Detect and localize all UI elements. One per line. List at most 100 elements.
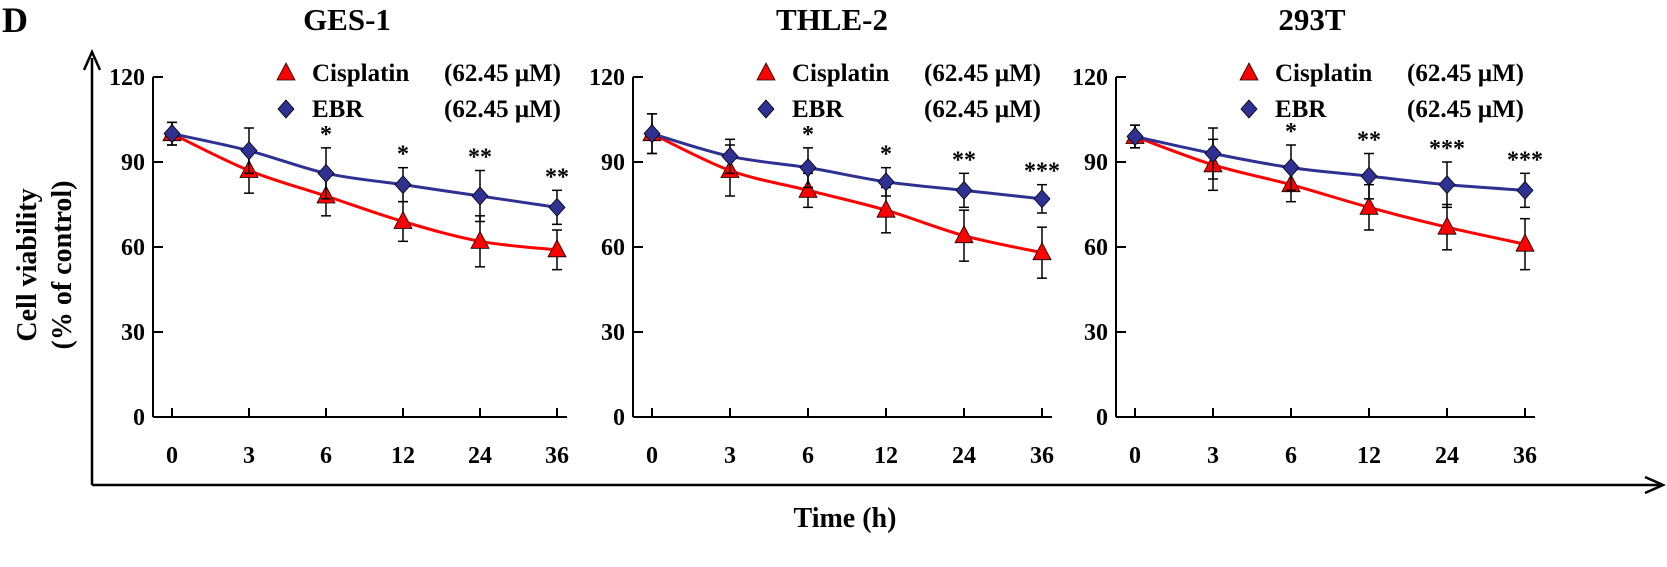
data-point-diamond	[1204, 143, 1222, 164]
series-line	[171, 132, 558, 252]
y-tick-label: 60	[121, 235, 145, 261]
data-point-diamond	[799, 158, 817, 178]
y-tick-label: 120	[109, 65, 145, 91]
outer-y-axis-arrow	[82, 48, 102, 71]
data-point-diamond	[317, 163, 335, 183]
y-axis-label-line2: (% of control)	[47, 181, 78, 350]
legend-marker-triangle	[276, 62, 296, 81]
data-point-diamond	[1516, 180, 1534, 200]
y-tick-label: 60	[601, 235, 625, 261]
x-axis-label: Time (h)	[794, 503, 897, 534]
data-point-diamond	[1033, 189, 1051, 209]
significance-marker: *	[397, 142, 409, 168]
legend-marker-diamond	[1240, 99, 1258, 119]
series-ebr	[1126, 124, 1534, 209]
data-point-diamond	[240, 141, 258, 161]
panel-title: THLE-2	[776, 2, 888, 37]
legend-dose: (62.45 μM)	[444, 96, 561, 123]
data-point-diamond	[394, 175, 412, 195]
significance-marker: ***	[1024, 159, 1060, 185]
panel-title: GES-1	[303, 2, 391, 37]
significance-marker: **	[545, 164, 569, 190]
x-tick-label: 6	[320, 443, 332, 469]
x-tick-label: 36	[1030, 443, 1054, 469]
x-tick-label: 24	[1435, 443, 1459, 469]
series-ebr	[643, 113, 1051, 214]
significance-marker: **	[1357, 128, 1381, 154]
x-tick-label: 36	[1513, 443, 1537, 469]
series-ebr	[163, 121, 566, 226]
legend-marker-triangle	[1239, 62, 1259, 81]
legend-label: Cisplatin	[1275, 60, 1372, 87]
x-tick-label: 3	[724, 443, 736, 469]
data-point-triangle	[470, 230, 490, 249]
data-point-diamond	[877, 172, 895, 192]
data-point-triangle	[547, 238, 567, 258]
data-point-diamond	[163, 124, 181, 144]
panel-title: 293T	[1278, 2, 1346, 37]
y-tick-label: 60	[1084, 235, 1108, 261]
significance-marker: *	[1285, 119, 1297, 145]
y-tick-label: 30	[1084, 320, 1108, 346]
legend: Cisplatin (62.45 μM) EBR (62.45 μM)	[756, 60, 1041, 123]
outer-x-axis-arrow	[1644, 475, 1667, 495]
series-line	[1134, 135, 1526, 192]
x-tick-label: 3	[1207, 443, 1219, 469]
x-tick-label: 3	[243, 443, 255, 469]
data-point-triangle	[393, 210, 413, 229]
y-tick-label: 90	[601, 150, 625, 176]
data-point-triangle	[954, 224, 974, 244]
y-tick-label: 30	[601, 320, 625, 346]
significance-marker: *	[880, 142, 892, 168]
data-point-diamond	[721, 146, 739, 166]
x-tick-label: 12	[874, 443, 898, 469]
series-cisplatin	[642, 113, 1052, 279]
legend-label: EBR	[1275, 96, 1327, 123]
x-tick-label: 12	[1357, 443, 1381, 469]
series-line	[171, 132, 558, 209]
data-point-triangle	[1032, 241, 1052, 261]
data-point-triangle	[1437, 216, 1457, 235]
x-tick-label: 0	[1129, 443, 1141, 469]
y-tick-label: 90	[121, 150, 145, 176]
legend-dose: (62.45 μM)	[444, 60, 561, 87]
x-tick-label: 6	[802, 443, 814, 469]
data-point-triangle	[798, 179, 818, 198]
legend-label: Cisplatin	[792, 60, 889, 87]
x-tick-label: 6	[1285, 443, 1297, 469]
significance-marker: ***	[1507, 147, 1543, 173]
data-point-diamond	[548, 197, 566, 217]
significance-marker: *	[320, 122, 332, 148]
legend-marker-diamond	[277, 99, 295, 119]
series-line	[1134, 135, 1526, 246]
y-tick-label: 120	[1072, 65, 1108, 91]
x-tick-label: 24	[952, 443, 976, 469]
legend-label: EBR	[792, 96, 844, 123]
data-point-triangle	[1515, 233, 1535, 252]
legend-dose: (62.45 μM)	[1407, 60, 1524, 87]
legend-marker-diamond	[757, 99, 775, 119]
legend-marker-triangle	[756, 62, 776, 81]
data-point-diamond	[471, 186, 489, 206]
legend-dose: (62.45 μM)	[924, 96, 1041, 123]
y-axis-label-line1: Cell viability	[12, 188, 43, 341]
significance-marker: **	[468, 145, 492, 171]
legend: Cisplatin (62.45 μM) EBR (62.45 μM)	[276, 60, 561, 123]
data-point-diamond	[1282, 158, 1300, 178]
data-point-diamond	[643, 124, 661, 144]
y-tick-label: 0	[133, 405, 145, 431]
data-point-diamond	[1360, 166, 1378, 186]
y-tick-label: 0	[1096, 405, 1108, 431]
data-point-triangle	[876, 199, 896, 218]
legend-label: EBR	[312, 96, 364, 123]
y-tick-label: 120	[589, 65, 625, 91]
y-tick-label: 0	[613, 405, 625, 431]
data-point-diamond	[955, 180, 973, 200]
x-tick-label: 12	[391, 443, 415, 469]
significance-marker: *	[802, 122, 814, 148]
x-tick-label: 0	[646, 443, 658, 469]
panel-letter: D	[2, 0, 28, 40]
